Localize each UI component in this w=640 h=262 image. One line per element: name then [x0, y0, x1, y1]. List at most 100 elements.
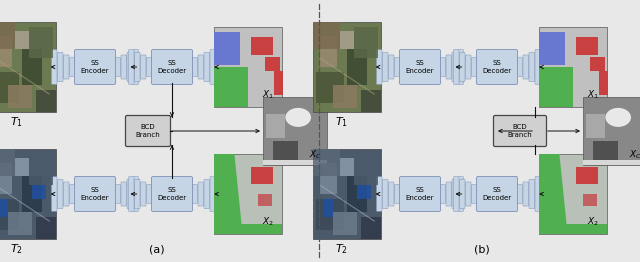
FancyBboxPatch shape [51, 177, 57, 211]
Bar [586, 114, 605, 138]
FancyBboxPatch shape [493, 116, 547, 146]
Bar [593, 141, 618, 162]
Bar [539, 27, 607, 107]
Bar [599, 71, 609, 95]
Bar [0, 72, 19, 103]
Bar [214, 224, 282, 234]
Text: SS
Decoder: SS Decoder [483, 187, 511, 201]
FancyBboxPatch shape [70, 185, 75, 203]
Bar [354, 154, 378, 185]
Bar [0, 199, 8, 216]
FancyBboxPatch shape [192, 58, 198, 76]
Bar [214, 32, 240, 66]
FancyBboxPatch shape [465, 182, 471, 206]
Bar [333, 85, 357, 107]
FancyBboxPatch shape [70, 58, 75, 76]
Bar [316, 72, 344, 103]
FancyBboxPatch shape [63, 55, 69, 79]
Bar [258, 194, 272, 206]
FancyBboxPatch shape [529, 179, 534, 209]
Text: $X_2$: $X_2$ [587, 216, 599, 228]
FancyBboxPatch shape [446, 182, 451, 206]
Text: $X_2$: $X_2$ [262, 216, 274, 228]
Bar [214, 27, 282, 107]
Text: SS
Encoder: SS Encoder [81, 187, 109, 201]
FancyBboxPatch shape [74, 50, 115, 85]
FancyBboxPatch shape [458, 177, 463, 211]
Text: (a): (a) [149, 245, 165, 255]
FancyBboxPatch shape [399, 177, 440, 211]
Ellipse shape [285, 108, 311, 127]
FancyBboxPatch shape [147, 58, 152, 76]
FancyBboxPatch shape [58, 179, 63, 209]
Bar [539, 32, 565, 66]
FancyBboxPatch shape [141, 182, 146, 206]
FancyBboxPatch shape [198, 182, 204, 206]
Text: $\mathbf{\mathit{T}}_2$: $\mathbf{\mathit{T}}_2$ [335, 242, 349, 256]
Text: SS
Decoder: SS Decoder [157, 60, 187, 74]
FancyBboxPatch shape [477, 177, 518, 211]
FancyBboxPatch shape [394, 58, 400, 76]
Bar [0, 22, 15, 49]
Bar [590, 57, 605, 71]
Text: SS
Decoder: SS Decoder [157, 187, 187, 201]
FancyBboxPatch shape [460, 179, 465, 209]
Bar [313, 149, 340, 176]
FancyBboxPatch shape [129, 177, 134, 211]
Bar [8, 212, 32, 234]
Bar [32, 185, 46, 199]
Bar [265, 57, 280, 71]
Bar [583, 194, 597, 206]
FancyBboxPatch shape [472, 185, 477, 203]
FancyBboxPatch shape [204, 179, 209, 209]
Text: $\mathbf{\mathit{T}}_1$: $\mathbf{\mathit{T}}_1$ [335, 115, 349, 129]
Bar [360, 216, 381, 239]
Text: $X_C$: $X_C$ [308, 149, 321, 161]
FancyBboxPatch shape [376, 50, 382, 84]
FancyBboxPatch shape [121, 182, 127, 206]
FancyBboxPatch shape [147, 185, 152, 203]
Polygon shape [214, 154, 243, 234]
Bar [0, 199, 19, 230]
FancyBboxPatch shape [452, 52, 458, 81]
FancyBboxPatch shape [517, 58, 522, 76]
FancyBboxPatch shape [125, 116, 170, 146]
FancyBboxPatch shape [210, 50, 216, 84]
Bar [347, 49, 367, 85]
Bar [539, 224, 607, 234]
FancyBboxPatch shape [388, 182, 394, 206]
Bar [360, 90, 381, 112]
Text: SS
Encoder: SS Encoder [406, 187, 435, 201]
Bar [577, 167, 598, 184]
Text: SS
Encoder: SS Encoder [81, 60, 109, 74]
Bar [320, 162, 337, 194]
FancyBboxPatch shape [376, 177, 382, 211]
FancyBboxPatch shape [517, 185, 522, 203]
Bar [0, 149, 56, 239]
FancyBboxPatch shape [210, 177, 216, 211]
Bar [36, 216, 56, 239]
FancyBboxPatch shape [440, 185, 445, 203]
Bar [583, 160, 640, 165]
Bar [22, 176, 42, 212]
FancyBboxPatch shape [394, 185, 400, 203]
Bar [320, 35, 337, 67]
FancyBboxPatch shape [115, 185, 120, 203]
Bar [340, 158, 354, 176]
Bar [0, 35, 12, 67]
FancyBboxPatch shape [523, 55, 529, 79]
Bar [313, 22, 340, 49]
FancyBboxPatch shape [115, 58, 120, 76]
Bar [252, 167, 273, 184]
Bar [29, 26, 52, 58]
FancyBboxPatch shape [460, 52, 465, 81]
Text: BCD
Branch: BCD Branch [508, 124, 532, 138]
FancyBboxPatch shape [452, 179, 458, 209]
FancyBboxPatch shape [383, 52, 388, 81]
FancyBboxPatch shape [133, 177, 138, 211]
FancyBboxPatch shape [465, 55, 471, 79]
FancyBboxPatch shape [399, 50, 440, 85]
Text: (b): (b) [474, 245, 490, 255]
Bar [36, 90, 56, 112]
Bar [313, 22, 381, 112]
